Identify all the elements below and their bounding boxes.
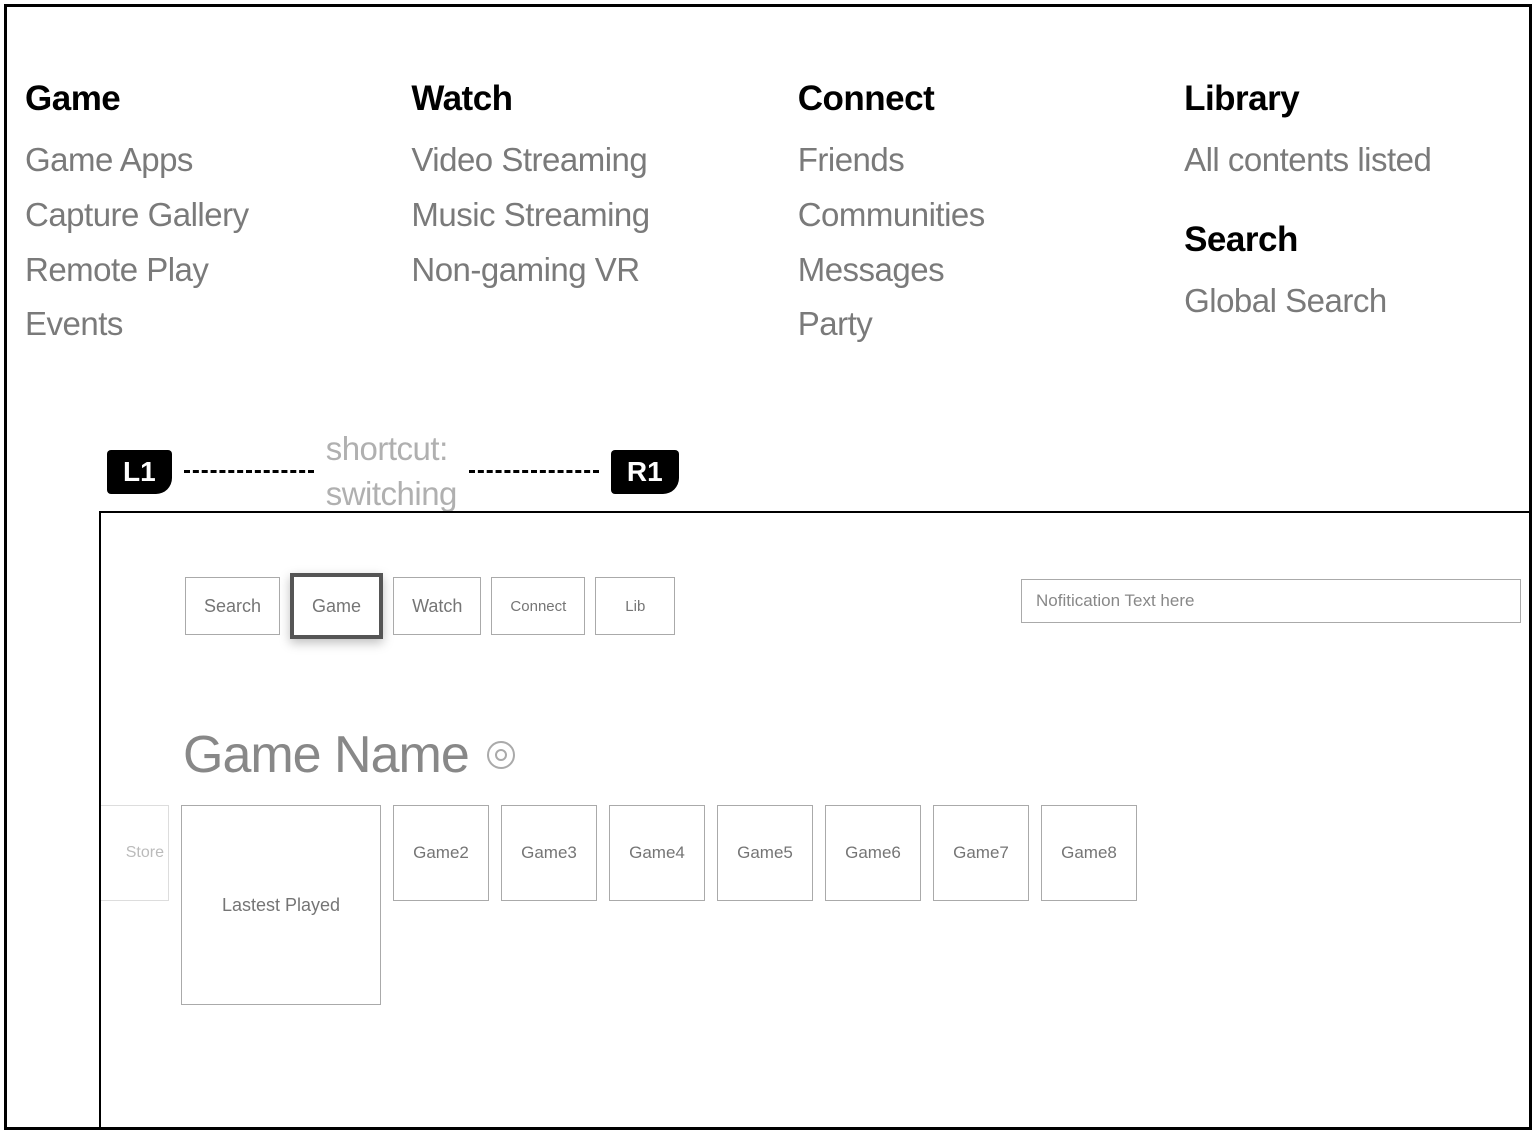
tab-game[interactable]: Game <box>290 573 383 639</box>
dashed-line-left <box>184 470 314 473</box>
dashed-line-right <box>469 470 599 473</box>
notification-text: Nofitication Text here <box>1036 591 1194 611</box>
notification-box[interactable]: Nofitication Text here <box>1021 579 1521 623</box>
r1-trigger-button[interactable]: R1 <box>611 450 679 494</box>
menu-heading-watch: Watch <box>411 79 797 119</box>
game-title-row: Game Name <box>183 725 515 785</box>
l1-trigger-button[interactable]: L1 <box>107 450 172 494</box>
tab-search[interactable]: Search <box>185 577 280 635</box>
game-tile-8[interactable]: Game8 <box>1041 805 1137 901</box>
shortcut-label: shortcut: switching <box>326 427 457 516</box>
menu-heading-game: Game <box>25 79 411 119</box>
menu-item-friends[interactable]: Friends <box>798 133 1184 188</box>
menu-column-connect: Connect Friends Communities Messages Par… <box>798 79 1184 352</box>
menu-item-events[interactable]: Events <box>25 297 411 352</box>
menu-column-right: Library All contents listed Search Globa… <box>1184 79 1511 352</box>
game-tile-2[interactable]: Game2 <box>393 805 489 901</box>
game-title: Game Name <box>183 725 469 785</box>
game-tile-5[interactable]: Game5 <box>717 805 813 901</box>
menu-item-communities[interactable]: Communities <box>798 188 1184 243</box>
shortcut-row: L1 shortcut: switching R1 <box>107 427 679 516</box>
menu-section: Game Game Apps Capture Gallery Remote Pl… <box>25 79 1511 352</box>
shortcut-label-line2: switching <box>326 472 457 517</box>
menu-heading-connect: Connect <box>798 79 1184 119</box>
menu-heading-library: Library <box>1184 79 1511 119</box>
game-tile-6[interactable]: Game6 <box>825 805 921 901</box>
outer-frame: Game Game Apps Capture Gallery Remote Pl… <box>4 4 1532 1130</box>
game-tile-7[interactable]: Game7 <box>933 805 1029 901</box>
menu-item-remote-play[interactable]: Remote Play <box>25 243 411 298</box>
menu-item-party[interactable]: Party <box>798 297 1184 352</box>
menu-item-capture-gallery[interactable]: Capture Gallery <box>25 188 411 243</box>
menu-item-game-apps[interactable]: Game Apps <box>25 133 411 188</box>
disc-icon <box>487 741 515 769</box>
menu-item-music-streaming[interactable]: Music Streaming <box>411 188 797 243</box>
tab-connect[interactable]: Connect <box>491 577 585 635</box>
shortcut-label-line1: shortcut: <box>326 427 457 472</box>
game-tile-3[interactable]: Game3 <box>501 805 597 901</box>
menu-heading-search: Search <box>1184 220 1511 260</box>
tab-lib[interactable]: Lib <box>595 577 675 635</box>
wireframe-panel: Search Game Watch Connect Lib Nofiticati… <box>99 511 1529 1127</box>
menu-item-all-contents[interactable]: All contents listed <box>1184 133 1511 188</box>
menu-item-messages[interactable]: Messages <box>798 243 1184 298</box>
latest-played-tile[interactable]: Lastest Played <box>181 805 381 1005</box>
store-tile[interactable]: Store <box>101 805 169 901</box>
tab-watch[interactable]: Watch <box>393 577 481 635</box>
tab-row: Search Game Watch Connect Lib <box>185 573 675 639</box>
menu-column-game: Game Game Apps Capture Gallery Remote Pl… <box>25 79 411 352</box>
game-row: Store Lastest Played Game2 Game3 Game4 G… <box>101 805 1137 1005</box>
menu-item-global-search[interactable]: Global Search <box>1184 274 1511 329</box>
menu-column-watch: Watch Video Streaming Music Streaming No… <box>411 79 797 352</box>
menu-item-video-streaming[interactable]: Video Streaming <box>411 133 797 188</box>
menu-item-non-gaming-vr[interactable]: Non-gaming VR <box>411 243 797 298</box>
game-tile-4[interactable]: Game4 <box>609 805 705 901</box>
